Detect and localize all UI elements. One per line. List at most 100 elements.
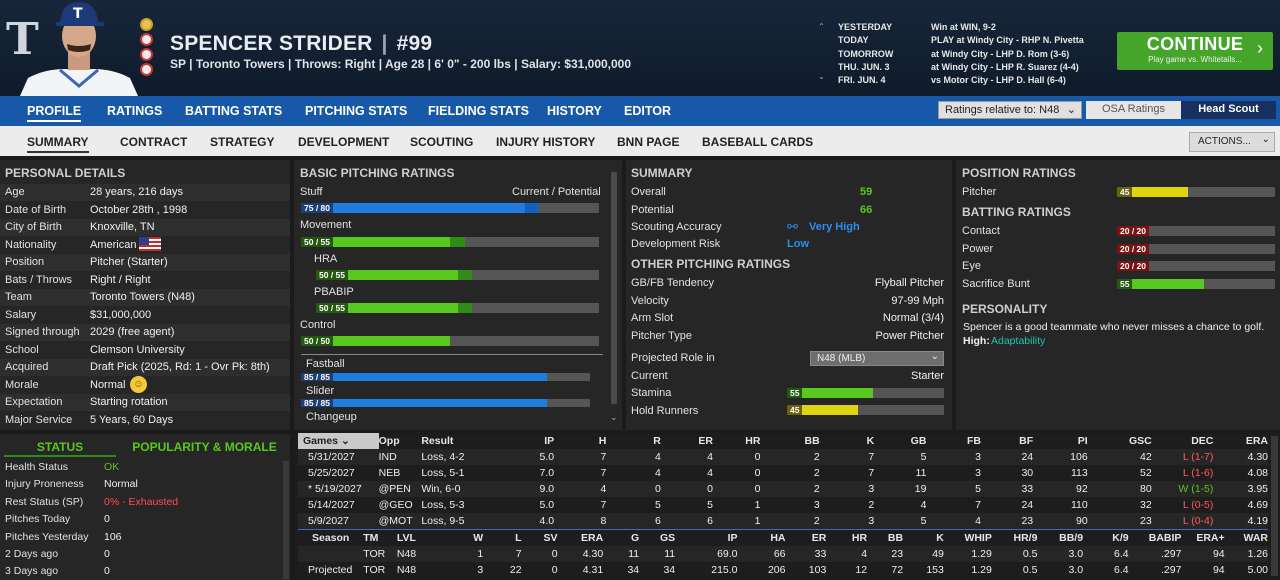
- status-value: 0% - Exhausted: [104, 495, 179, 508]
- continue-button[interactable]: CONTINUE Play game vs. Whitetails... ›: [1117, 32, 1273, 70]
- games-row[interactable]: 5/31/2027 IND Loss, 4-2 5.0 7 4 4 0 2 7 5 3 24 106 42 L…: [298, 449, 1268, 465]
- pitcher-rating-bar: 45: [1117, 187, 1275, 197]
- season-header-cell: BB: [887, 531, 904, 544]
- tab-history[interactable]: HISTORY: [547, 104, 602, 118]
- personal-row: [0, 411, 290, 429]
- subtab-development[interactable]: DEVELOPMENT: [298, 135, 390, 149]
- batting-rating-bar: 55: [1117, 278, 1275, 289]
- personal-value: $31,000,000: [90, 308, 152, 321]
- schedule-day: TOMORROW: [838, 48, 894, 59]
- games-row[interactable]: 5/9/2027 @MOT Loss, 9-5 4.0 8 6 6 1 2 3 5 4 23 90 23 L …: [298, 513, 1268, 529]
- games-header-cell: GSC: [1128, 435, 1152, 447]
- subtab-bnn-page[interactable]: BNN PAGE: [617, 135, 680, 149]
- games-cell: Loss, 5-1: [421, 467, 465, 479]
- schedule-day: TODAY: [838, 35, 869, 46]
- subtab-strategy[interactable]: STRATEGY: [210, 135, 275, 149]
- games-cell: L (1-6): [1182, 467, 1214, 479]
- schedule-game: Win at WIN, 9-2: [931, 22, 996, 32]
- games-cell: 92: [1076, 483, 1088, 495]
- basic-rating-bar-current-fill: [301, 203, 525, 213]
- games-row[interactable]: 5/14/2027 @GEO Loss, 5-3 5.0 7 5 5 1 3 2 4 7 24 110 32…: [298, 497, 1268, 513]
- games-table: Games ⌄ Opp Result IP H R ER HR BB K GB FB BF PI GSC DE…: [298, 433, 1268, 529]
- schedule-row: TOMORROW at Windy City - LHP D. Rom (3-6): [838, 49, 1084, 62]
- season-cell: 22: [509, 563, 522, 576]
- season-cell: 12: [855, 563, 868, 576]
- season-header-cell: TM: [363, 531, 379, 544]
- tab-fielding-stats[interactable]: FIELDING STATS: [428, 104, 529, 118]
- games-row[interactable]: 5/25/2027 NEB Loss, 5-1 7.0 7 4 4 0 2 7 11 3 30 113 52…: [298, 465, 1268, 481]
- osa-ratings-button[interactable]: OSA Ratings: [1086, 101, 1181, 119]
- actions-dropdown[interactable]: ACTIONS... ⌄: [1189, 132, 1275, 152]
- personal-value: Draft Pick (2025, Rd: 1 - Ovr Pk: 8th): [90, 361, 270, 373]
- other-rating-value: 97-99 Mph: [891, 294, 944, 307]
- player-header: [0, 0, 1280, 96]
- season-header-cell: HR: [851, 531, 868, 544]
- season-cell: 0.5: [1022, 563, 1038, 576]
- games-cell: 42: [1140, 451, 1152, 463]
- season-header-cell: ER: [811, 531, 827, 544]
- personal-row: [0, 271, 290, 289]
- schedule-game: PLAY at Windy City - RHP N. Pivetta: [931, 35, 1084, 46]
- basic-rating-bar-value: 50 / 55: [301, 237, 333, 247]
- basic-rating-bar-current-fill: [301, 336, 450, 346]
- status-scrollbar[interactable]: [283, 461, 289, 579]
- games-cell: 3: [868, 483, 875, 495]
- personal-value: 5 Years, 60 Days: [90, 413, 174, 426]
- pitch-label: Fastball: [306, 358, 345, 370]
- season-cell: 0: [551, 563, 558, 576]
- basic-rating-label: Control: [300, 319, 336, 331]
- games-cell: 7: [975, 499, 981, 511]
- subtab-scouting[interactable]: SCOUTING: [410, 135, 474, 149]
- games-cell: NEB: [378, 467, 401, 479]
- scroll-down-icon[interactable]: ⌄: [610, 412, 618, 422]
- basic-rating-bar: 75 / 80: [301, 203, 599, 213]
- hold-runners-value: 45: [787, 405, 803, 415]
- projected-role-select[interactable]: N48 (MLB) ⌄: [810, 351, 944, 366]
- basic-rating-label: PBABIP: [314, 286, 354, 298]
- games-filter-select[interactable]: Games ⌄: [298, 433, 379, 449]
- games-cell: 5: [707, 499, 713, 511]
- season-cell: 1.26: [1247, 547, 1268, 560]
- games-row[interactable]: * 5/19/2027 @PEN Win, 6-0 9.0 4 0 0 0 2 3 19 5 33 92 8…: [298, 481, 1268, 497]
- status-label: Pitches Yesterday: [5, 530, 89, 543]
- games-cell: Loss, 9-5: [421, 515, 465, 527]
- batting-rating-bar: 20 / 20: [1117, 226, 1275, 236]
- personal-label: Expectation: [5, 396, 63, 408]
- tab-pitching-stats[interactable]: PITCHING STATS: [305, 104, 408, 118]
- pitch-rating-bar: 85 / 85: [301, 373, 590, 381]
- basic-rating-bar: 50 / 55: [316, 270, 599, 280]
- season-header-cell: LVL: [396, 531, 416, 544]
- subtab-summary[interactable]: SUMMARY: [27, 135, 89, 153]
- games-header-cell: GB: [910, 435, 927, 447]
- tab-status[interactable]: STATUS: [4, 437, 116, 457]
- subtab-contract[interactable]: CONTRACT: [120, 135, 188, 149]
- head-scout-button[interactable]: Head Scout: [1181, 101, 1276, 119]
- personal-details-title: PERSONAL DETAILS: [5, 166, 126, 180]
- games-cell: 24: [1021, 451, 1034, 463]
- stamina-fill: [787, 388, 874, 398]
- games-cell: 8: [600, 515, 607, 527]
- tab-ratings[interactable]: RATINGS: [107, 104, 163, 118]
- subtab-injury-history[interactable]: INJURY HISTORY: [496, 135, 596, 149]
- schedule-day: FRI. JUN. 4: [838, 75, 886, 86]
- tab-batting-stats[interactable]: BATTING STATS: [185, 104, 283, 118]
- games-cell: 4.30: [1247, 451, 1268, 463]
- pitching-scrollbar[interactable]: [611, 172, 617, 404]
- personality-title: PERSONALITY: [962, 302, 1048, 316]
- season-cell: 34: [663, 563, 676, 576]
- status-panel: [0, 434, 290, 580]
- pitch-rating-bar-current-fill: [301, 399, 547, 407]
- subtab-baseball-cards[interactable]: BASEBALL CARDS: [702, 135, 814, 149]
- basic-rating-label: HRA: [314, 253, 338, 265]
- games-cell: @GEO: [378, 499, 413, 511]
- games-cell: 30: [1021, 467, 1034, 479]
- tab-popularity-morale[interactable]: POPULARITY & MORALE: [132, 440, 277, 454]
- games-header-cell: ERA: [1245, 435, 1268, 447]
- games-cell: 7: [600, 467, 607, 479]
- ratings-relative-select[interactable]: Ratings relative to: N48 ⌄: [938, 101, 1082, 119]
- tab-editor[interactable]: EDITOR: [624, 104, 671, 118]
- tab-profile[interactable]: PROFILE: [27, 104, 82, 122]
- smiley-face-icon: ☺: [130, 376, 147, 393]
- stats-scrollbar[interactable]: [1271, 436, 1278, 576]
- current-role-label: Current: [631, 370, 668, 382]
